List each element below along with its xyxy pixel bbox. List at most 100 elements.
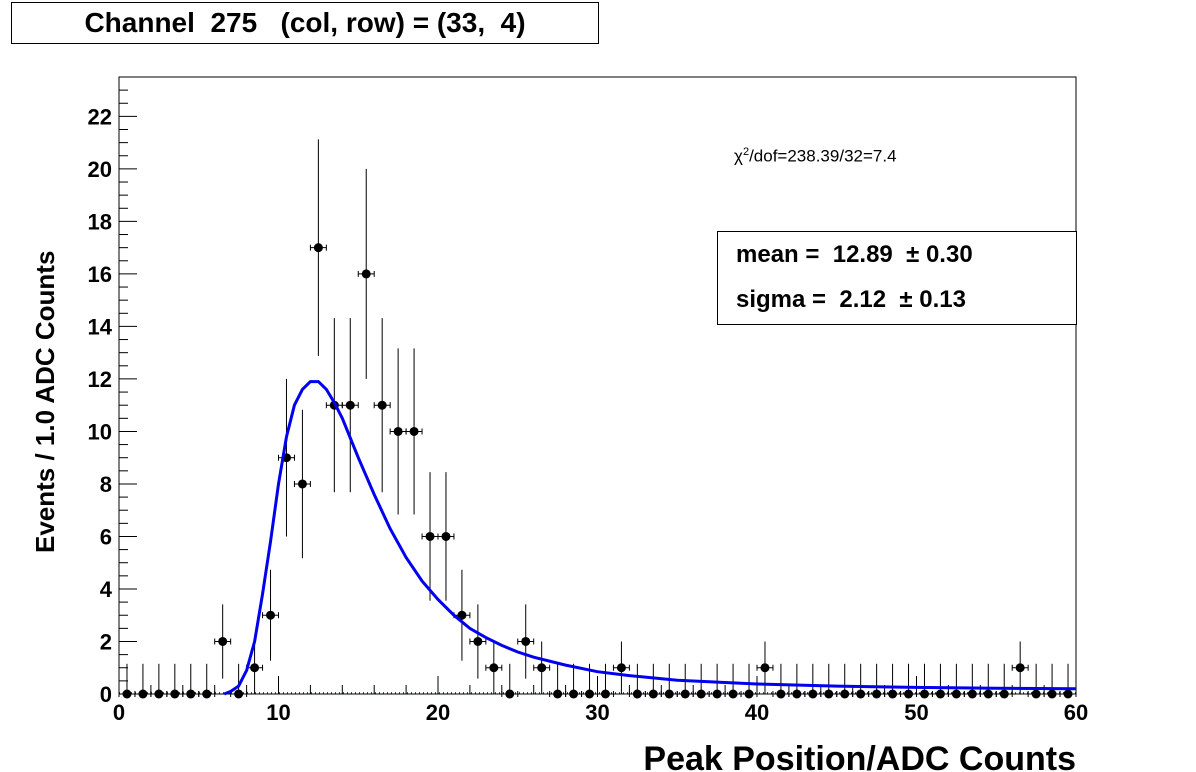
data-point: [230, 663, 248, 699]
data-point: [309, 139, 327, 356]
data-point: [963, 663, 981, 699]
data-point: [421, 472, 439, 601]
point-marker: [154, 689, 164, 699]
data-point: [979, 663, 997, 699]
data-point: [868, 663, 886, 699]
point-marker: [600, 689, 610, 699]
data-point: [278, 378, 295, 537]
y-tick-label: 12: [88, 367, 112, 392]
y-axis-title: Events / 1.0 ADC Counts: [30, 251, 60, 553]
sigma-value: sigma = 2.12 ± 0.13: [736, 286, 966, 313]
point-marker: [888, 689, 898, 699]
x-tick-label: 40: [745, 700, 769, 725]
x-axis-title: Peak Position/ADC Counts: [643, 740, 1076, 772]
data-point: [1027, 663, 1045, 699]
chart-title: Channel 275 (col, row) = (33, 4): [11, 2, 599, 44]
x-tick-label: 20: [426, 700, 450, 725]
point-marker: [170, 689, 180, 699]
point-marker: [696, 689, 706, 699]
y-tick-label: 18: [88, 209, 112, 234]
data-point: [740, 663, 758, 699]
y-tick-label: 20: [88, 157, 112, 182]
point-marker: [904, 689, 914, 699]
data-point: [453, 569, 471, 661]
data-point: [836, 663, 854, 699]
point-marker: [377, 400, 387, 410]
point-marker: [409, 426, 419, 436]
data-point: [134, 663, 152, 699]
data-point: [612, 641, 630, 694]
point-marker: [138, 689, 148, 699]
point-marker: [393, 426, 403, 436]
data-point: [1043, 663, 1061, 699]
x-tick-label: 0: [113, 700, 125, 725]
point-marker: [1063, 689, 1073, 699]
point-marker: [345, 400, 355, 410]
data-point: [517, 604, 535, 679]
data-point: [676, 663, 694, 699]
x-axis: 0 10 20 30 40 50 60: [113, 676, 1088, 725]
point-marker: [234, 689, 244, 699]
y-tick-label: 0: [100, 682, 112, 707]
chi2-value: /dof=238.39/32=7.4: [749, 146, 897, 166]
y-axis: 0 2 4 6 8 10 12 14 16 18 20 22: [88, 76, 137, 707]
y-tick-label: 8: [100, 472, 112, 497]
point-marker: [186, 689, 196, 699]
y-tick-label: 14: [88, 314, 113, 339]
point-marker: [712, 689, 722, 699]
x-tick-label: 10: [266, 700, 290, 725]
point-marker: [744, 689, 754, 699]
point-marker: [856, 689, 866, 699]
data-point: [214, 604, 232, 679]
point-marker: [585, 689, 595, 699]
data-point: [549, 663, 567, 699]
data-point: [995, 663, 1013, 699]
point-marker: [728, 689, 738, 699]
point-marker: [616, 663, 626, 673]
data-points: [118, 139, 1077, 699]
fit-curve: [223, 380, 1077, 696]
data-point: [469, 604, 487, 679]
y-tick-label: 22: [88, 104, 112, 129]
data-point: [756, 641, 774, 694]
data-point: [246, 641, 264, 694]
data-point: [916, 663, 933, 699]
point-marker: [489, 663, 499, 673]
point-marker: [218, 636, 228, 646]
data-point: [198, 663, 216, 699]
data-point: [724, 663, 742, 699]
point-marker: [313, 243, 323, 253]
y-tick-label: 2: [100, 629, 112, 654]
point-marker: [632, 689, 642, 699]
data-point: [501, 663, 519, 699]
data-point: [150, 663, 168, 699]
point-marker: [537, 663, 547, 673]
point-marker: [951, 689, 961, 699]
chi2-symbol: χ: [734, 146, 743, 166]
y-tick-label: 6: [100, 524, 112, 549]
data-point: [405, 348, 423, 515]
data-point: [900, 663, 917, 699]
x-tick-label: 60: [1064, 700, 1088, 725]
point-marker: [776, 689, 786, 699]
point-marker: [122, 689, 132, 699]
point-marker: [202, 689, 212, 699]
y-tick-label: 4: [100, 577, 113, 602]
point-marker: [840, 689, 850, 699]
point-marker: [935, 689, 945, 699]
point-marker: [1047, 689, 1057, 699]
point-marker: [1031, 689, 1041, 699]
data-point: [166, 663, 184, 699]
point-marker: [266, 610, 276, 620]
point-marker: [999, 689, 1009, 699]
data-point: [373, 318, 391, 493]
point-marker: [760, 663, 770, 673]
data-point: [597, 663, 614, 699]
data-point: [931, 663, 949, 699]
y-tick-label: 10: [88, 419, 112, 444]
data-point: [389, 348, 407, 515]
data-point: [341, 318, 359, 493]
data-point: [293, 409, 311, 559]
fit-stats-box: mean = 12.89 ± 0.30 sigma = 2.12 ± 0.13: [717, 231, 1077, 325]
data-point: [533, 641, 551, 694]
